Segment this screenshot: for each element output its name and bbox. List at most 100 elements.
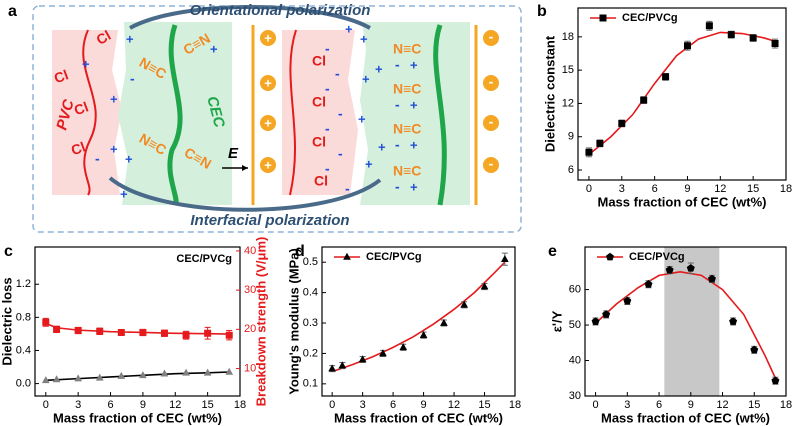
y-axis-label: Young's modulus (MPa) xyxy=(286,248,301,395)
data-point xyxy=(749,34,757,42)
data-point xyxy=(771,376,780,385)
y-tick-label: 1.2 xyxy=(16,278,31,290)
data-point xyxy=(591,317,600,325)
x-tick-label: 9 xyxy=(688,399,694,411)
y-tick-label: 0.8 xyxy=(16,311,31,323)
charge-sign: - xyxy=(395,137,400,153)
orientation-arrow xyxy=(129,5,371,30)
cec-region xyxy=(118,22,232,205)
data-point xyxy=(705,22,713,30)
data-point xyxy=(665,265,674,274)
x-tick-label: 3 xyxy=(619,183,625,195)
charge-sign: - xyxy=(489,114,494,130)
x-tick-label: 9 xyxy=(140,399,146,411)
pvc-region xyxy=(52,30,122,195)
y-tick-label: 0.4 xyxy=(303,287,318,299)
legend-label: CEC/PVCg xyxy=(366,251,422,263)
data-point xyxy=(602,310,611,318)
cn-label: N≡C xyxy=(393,121,421,137)
data-point xyxy=(117,371,126,379)
data-point xyxy=(644,280,653,288)
x-tick-label: 6 xyxy=(107,399,113,411)
data-point xyxy=(41,376,50,384)
charge-sign: - xyxy=(395,179,400,195)
y-tick-label: 30 xyxy=(569,390,581,402)
y2-tick-label: 40 xyxy=(244,245,256,257)
pvc-chain xyxy=(82,29,97,196)
shaded-region xyxy=(664,247,720,396)
panel-label: a xyxy=(8,3,17,20)
y-tick-label: 0.3 xyxy=(303,317,318,329)
data-point xyxy=(96,327,104,335)
data-point xyxy=(618,119,626,127)
charge-sign: + xyxy=(110,91,118,106)
data-point xyxy=(771,40,779,48)
data-point xyxy=(74,374,83,382)
fit-line xyxy=(588,31,776,156)
x-tick-label: 15 xyxy=(478,399,490,411)
charge-sign: - xyxy=(335,66,340,82)
charge-sign: - xyxy=(95,151,100,167)
y-tick-label: 9 xyxy=(568,131,574,143)
x-tick-label: 0 xyxy=(593,399,599,411)
data-point xyxy=(727,31,735,39)
data-point xyxy=(182,331,190,339)
data-point xyxy=(338,361,347,369)
plot-frame xyxy=(34,246,241,397)
x-axis-label: Mass fraction of CEC (wt%) xyxy=(597,194,766,209)
charge-circle xyxy=(260,30,276,46)
x-tick-label: 18 xyxy=(234,399,246,411)
data-point xyxy=(460,300,469,308)
y-tick-label: 50 xyxy=(569,319,581,331)
charge-circle xyxy=(483,157,499,173)
charge-circle xyxy=(260,157,276,173)
cn-label: N≡C xyxy=(393,163,421,179)
data-point xyxy=(399,343,408,351)
fit-line xyxy=(45,322,230,335)
cl-label: Cl xyxy=(72,98,91,118)
x-tick-label: 18 xyxy=(509,399,521,411)
charge-sign: + xyxy=(264,157,272,172)
y-tick-label: 6 xyxy=(568,164,574,176)
legend-marker xyxy=(599,14,607,22)
cl-label: Cl xyxy=(93,27,113,48)
charge-sign: + xyxy=(264,30,272,45)
cn-label: N≡C xyxy=(393,81,421,97)
plot-frame xyxy=(321,246,516,397)
x-tick-label: 12 xyxy=(716,399,728,411)
data-point xyxy=(686,264,695,272)
data-point xyxy=(440,318,448,326)
charge-sign: + xyxy=(410,137,418,152)
y-tick-label: 0.0 xyxy=(16,377,31,389)
legend-label: CEC/PVCg xyxy=(629,251,685,263)
x-tick-label: 3 xyxy=(75,399,81,411)
data-point xyxy=(729,317,738,325)
charge-sign: + xyxy=(210,41,218,56)
data-point xyxy=(182,368,190,376)
cl-label: Cl xyxy=(312,94,326,110)
data-point xyxy=(74,327,82,335)
x-tick-label: 6 xyxy=(390,399,396,411)
x-tick-label: 12 xyxy=(448,399,460,411)
y-axis-label: Dielectric loss xyxy=(0,277,14,365)
cl-label: Cl xyxy=(52,66,71,86)
charge-sign: + xyxy=(264,75,272,90)
panel-label: b xyxy=(537,3,547,20)
data-point xyxy=(662,73,670,81)
data-point xyxy=(225,367,234,375)
charge-sign: + xyxy=(410,57,418,72)
data-point xyxy=(480,282,489,290)
fit-line xyxy=(45,371,230,382)
charge-sign: - xyxy=(489,74,494,90)
field-label: E xyxy=(228,145,239,162)
y-tick-label: 15 xyxy=(562,64,574,76)
data-point xyxy=(42,318,50,326)
charge-circle xyxy=(483,30,499,46)
x-tick-label: 12 xyxy=(169,399,181,411)
panel-label: e xyxy=(548,243,557,260)
cl-label: Cl xyxy=(69,138,88,158)
charge-sign: + xyxy=(82,56,90,71)
charge-sign: + xyxy=(410,97,418,112)
charge-circle xyxy=(483,115,499,131)
charge-sign: - xyxy=(345,181,350,197)
